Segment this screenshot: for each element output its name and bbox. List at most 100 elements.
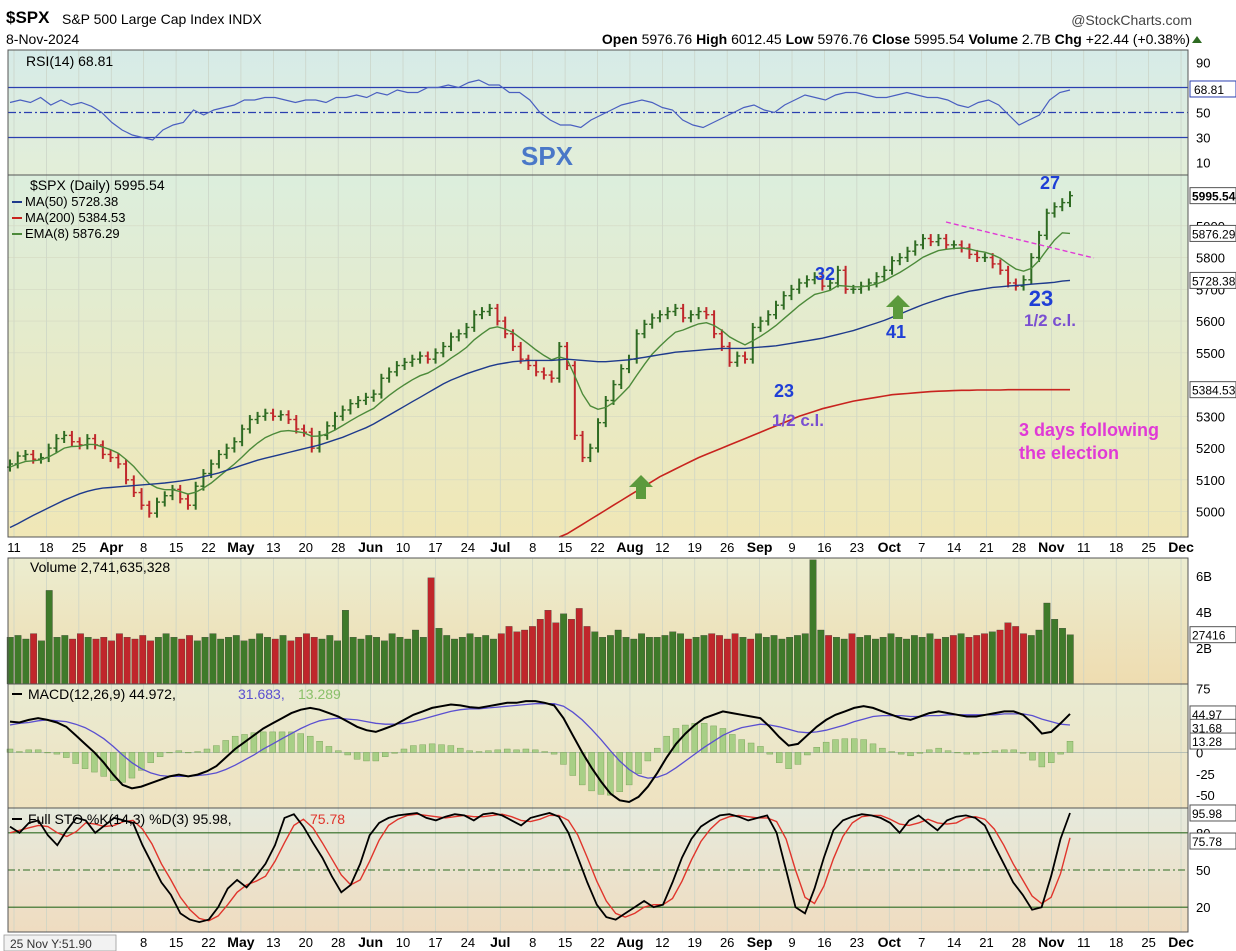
bottom-x-tick-label: 17 — [428, 935, 442, 950]
high-value: 6012.45 — [731, 31, 782, 47]
volume-bar — [162, 633, 170, 685]
price-last-box — [1189, 271, 1236, 289]
x-tick-label: May — [227, 539, 254, 555]
exchange-label: INDX — [228, 11, 262, 27]
macd-hist-bar — [128, 752, 136, 779]
price-last-box — [1189, 381, 1236, 399]
bottom-x-tick-label: 14 — [947, 935, 961, 950]
bottom-x-tick-label: 18 — [1109, 935, 1123, 950]
volume-bar — [373, 637, 380, 685]
macd-hist-bar — [175, 750, 183, 753]
macd-hist-bar — [963, 752, 971, 755]
low-value: 5976.76 — [817, 31, 869, 47]
volume-bar — [794, 635, 801, 685]
volume-bar — [45, 590, 53, 685]
volume-bar — [856, 637, 864, 685]
volume-bar — [996, 629, 1004, 685]
annot-41: 41 — [886, 322, 906, 342]
macd-hist-bar — [447, 745, 455, 753]
macd-hist-bar — [616, 752, 623, 792]
macd-hist-bar — [860, 739, 867, 753]
macd-hist-bar — [288, 731, 295, 753]
low-label: Low — [785, 31, 814, 47]
sto-last-box — [1189, 804, 1236, 822]
volume-bar — [981, 633, 988, 685]
annot-half-cl-sep: 1/2 c.l. — [772, 411, 824, 430]
macd-hist-bar — [100, 752, 108, 777]
macd-last-label: 44.97 — [1192, 708, 1222, 722]
sto-last-label: 95.98 — [1192, 807, 1222, 821]
macd-hist-bar — [44, 752, 51, 754]
bottom-x-tick-label: May — [227, 934, 254, 950]
volume-bar — [108, 640, 115, 685]
macd-hist-bar — [81, 752, 89, 769]
sto-tick-label: 50 — [1196, 863, 1210, 878]
macd-hist-bar — [72, 752, 79, 764]
x-tick-label: 20 — [299, 540, 313, 555]
macd-hist-bar — [813, 747, 820, 753]
macd-hist-bar — [1048, 752, 1055, 763]
volume-bar — [957, 633, 965, 685]
macd-hist-bar — [419, 744, 426, 753]
volume-bar — [365, 635, 373, 685]
ma-legend: MA(50) 5728.38 — [25, 194, 118, 209]
volume-bar — [988, 631, 996, 685]
volume-bar — [864, 635, 872, 685]
ema8-line — [9, 232, 1071, 495]
macd-hist-bar — [926, 749, 933, 753]
macd-hist-bar — [475, 751, 483, 753]
macd-hist-bar — [400, 748, 408, 753]
macd-hist-bar — [766, 752, 774, 755]
x-tick-label: 22 — [590, 540, 604, 555]
volume-bar — [201, 637, 209, 685]
volume-bar — [692, 637, 700, 685]
macd-hist-bar — [335, 750, 342, 753]
volume-bar — [895, 637, 903, 685]
price-legend: $SPX (Daily) 5995.54 — [30, 177, 165, 193]
x-tick-label: 17 — [428, 540, 442, 555]
annot-23-aug: 23 — [774, 381, 794, 401]
volume-bar — [53, 637, 61, 685]
volume-bar — [334, 640, 342, 685]
macd-hist-bar — [719, 728, 727, 753]
volume-bar — [69, 638, 77, 685]
volume-bar — [380, 640, 388, 685]
macd-last-label: 13.28 — [1192, 735, 1222, 749]
index-full-name: S&P 500 Large Cap Index — [62, 11, 225, 27]
macd-hist-bar — [494, 749, 501, 753]
macd-hist-bar — [63, 752, 70, 758]
volume-bar — [599, 637, 607, 685]
annot-32: 32 — [815, 264, 835, 284]
macd-hist-bar — [785, 752, 792, 769]
macd-hist-bar — [410, 745, 417, 753]
x-tick-label: 21 — [979, 540, 993, 555]
bottom-x-tick-label: Jul — [490, 934, 510, 950]
volume-bar — [661, 635, 669, 685]
bottom-x-tick-label: 23 — [850, 935, 864, 950]
brand-label[interactable]: @StockCharts.com — [1071, 12, 1192, 28]
volume-bar — [388, 633, 396, 685]
macd-hist-bar — [1010, 749, 1017, 753]
volume-bar — [747, 638, 755, 685]
bottom-x-tick-label: 25 — [1141, 935, 1155, 950]
x-tick-label: 19 — [688, 540, 702, 555]
volume-bar — [100, 637, 108, 685]
volume-bar — [303, 633, 310, 685]
macd-hist-bar — [194, 751, 201, 753]
volume-bar — [910, 635, 918, 685]
volume-bar — [778, 638, 786, 685]
x-tick-label: Jul — [490, 539, 510, 555]
index-name: S&P 500 Large Cap Index INDX — [62, 11, 262, 27]
volume-bar — [801, 633, 809, 685]
macd-tick-label: 75 — [1196, 681, 1210, 696]
panel-border — [7, 174, 1189, 538]
price-last-label: 5876.29 — [1192, 227, 1236, 241]
rsi-tick-label: 10 — [1196, 156, 1210, 171]
macd-hist-bar — [363, 752, 370, 762]
quote-bar: Open 5976.76 High 6012.45 Low 5976.76 Cl… — [602, 31, 1190, 47]
volume-bar — [240, 640, 248, 685]
volume-last-box — [1189, 626, 1236, 644]
macd-hist-bar — [907, 752, 914, 757]
macd-hist-bar — [822, 741, 830, 753]
